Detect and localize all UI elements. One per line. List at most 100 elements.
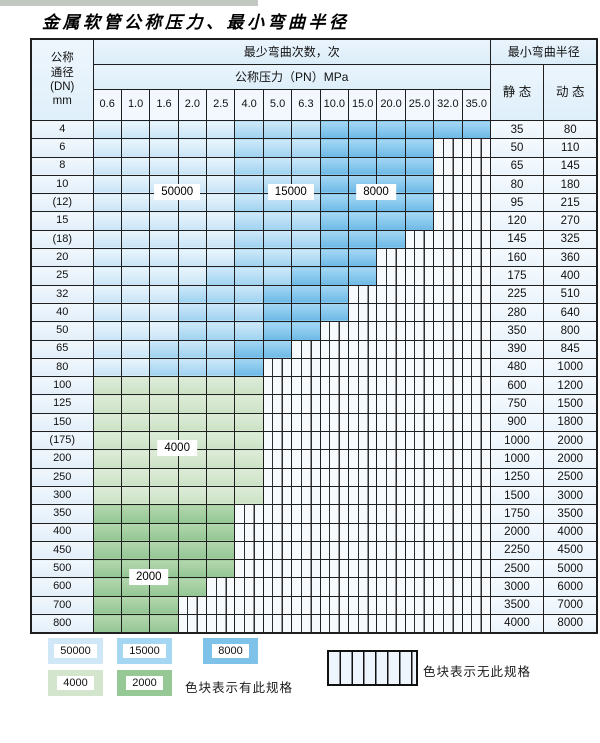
spec-cell — [149, 485, 179, 506]
spec-cell — [149, 540, 179, 561]
spec-cell — [149, 522, 179, 542]
spec-cell — [319, 614, 350, 634]
spec-cell — [92, 394, 122, 414]
spec-cell — [92, 595, 122, 616]
spec-cell — [120, 248, 151, 268]
spec-cell — [376, 266, 406, 286]
spec-cell — [177, 357, 208, 378]
dynamic-value-cell: 2500 — [542, 467, 598, 487]
dn-cell: 100 — [30, 376, 94, 396]
spec-cell — [234, 614, 264, 634]
spec-cell — [92, 522, 122, 542]
table-row: 15 120 270 — [30, 211, 598, 231]
spec-cell — [376, 394, 406, 414]
spec-cell — [461, 174, 491, 195]
spec-cell — [291, 504, 321, 524]
spec-cell — [206, 266, 236, 286]
dn-cell: 50 — [30, 321, 94, 341]
dynamic-value-cell: 180 — [542, 174, 598, 195]
dn-cell: 65 — [30, 339, 94, 359]
spec-cell — [234, 119, 264, 140]
spec-cell — [461, 522, 491, 542]
static-value-cell: 1500 — [489, 485, 544, 506]
spec-cell — [319, 266, 350, 286]
spec-cell — [348, 321, 378, 341]
spec-cell — [461, 156, 491, 176]
dn-header-line: (DN) — [50, 81, 75, 93]
static-value-cell: 900 — [489, 412, 544, 433]
spec-cell — [404, 467, 435, 487]
static-value-cell: 225 — [489, 284, 544, 304]
spec-cell — [433, 302, 463, 323]
spec-cell — [291, 357, 321, 378]
table-row: 700 3500 7000 — [30, 595, 598, 616]
table-row: 150 900 1800 — [30, 412, 598, 433]
spec-cell — [376, 119, 406, 140]
spec-cell — [177, 394, 208, 414]
spec-cell — [376, 156, 406, 176]
pressure-value-cell: 6.3 — [291, 89, 321, 121]
spec-cell — [291, 467, 321, 487]
spec-cell — [92, 614, 122, 634]
spec-cell — [291, 248, 321, 268]
spec-cell — [149, 266, 179, 286]
spec-cell — [461, 193, 491, 213]
spec-cell — [319, 321, 350, 341]
spec-cell — [433, 248, 463, 268]
cycle-count-label: 4000 — [157, 440, 197, 457]
cycle-count-label: 8000 — [356, 184, 396, 201]
spec-cell — [319, 522, 350, 542]
spec-cell — [234, 412, 264, 433]
dn-cell: (175) — [30, 431, 94, 451]
spec-cell — [404, 193, 435, 213]
spec-cell — [461, 284, 491, 304]
spec-cell — [404, 559, 435, 579]
dn-header-line: 公称 — [50, 52, 74, 65]
legend-has-spec-note: 色块表示有此规格 — [185, 681, 294, 695]
spec-cell — [262, 540, 293, 561]
spec-cell — [262, 522, 293, 542]
spec-cell — [120, 376, 151, 396]
dynamic-value-cell: 6000 — [542, 577, 598, 597]
spec-cell — [177, 248, 208, 268]
spec-cell — [348, 595, 378, 616]
spec-cell — [177, 138, 208, 158]
table-row: 10 80 180 — [30, 174, 598, 195]
spec-cell — [461, 412, 491, 433]
spec-cell — [206, 138, 236, 158]
spec-cell — [92, 266, 122, 286]
spec-cell — [348, 540, 378, 561]
dn-cell: (18) — [30, 229, 94, 250]
spec-cell — [404, 485, 435, 506]
legend-swatch: 50000 — [48, 638, 103, 664]
static-value-cell: 280 — [489, 302, 544, 323]
legend-swatch-value: 4000 — [57, 676, 94, 690]
spec-cell — [262, 248, 293, 268]
spec-cell — [149, 156, 179, 176]
static-value-cell: 120 — [489, 211, 544, 231]
spec-cell — [319, 119, 350, 140]
spec-cell — [262, 357, 293, 378]
table-row: (12) 95 215 — [30, 193, 598, 213]
dynamic-value-cell: 1800 — [542, 412, 598, 433]
spec-cell — [404, 229, 435, 250]
spec-cell — [461, 339, 491, 359]
spec-cell — [404, 138, 435, 158]
spec-cell — [234, 284, 264, 304]
spec-cell — [120, 321, 151, 341]
pressure-value-cell: 15.0 — [348, 89, 378, 121]
dynamic-value-cell: 640 — [542, 302, 598, 323]
spec-cell — [262, 559, 293, 579]
spec-cell — [149, 467, 179, 487]
static-value-cell: 2250 — [489, 540, 544, 561]
spec-cell — [348, 211, 378, 231]
table-row: 500 2500 5000 — [30, 559, 598, 579]
spec-cell — [149, 412, 179, 433]
spec-cell — [120, 193, 151, 213]
spec-cell — [291, 138, 321, 158]
spec-cell — [404, 266, 435, 286]
spec-cell — [92, 485, 122, 506]
static-value-cell: 3000 — [489, 577, 544, 597]
legend-swatch-value: 15000 — [123, 644, 166, 658]
